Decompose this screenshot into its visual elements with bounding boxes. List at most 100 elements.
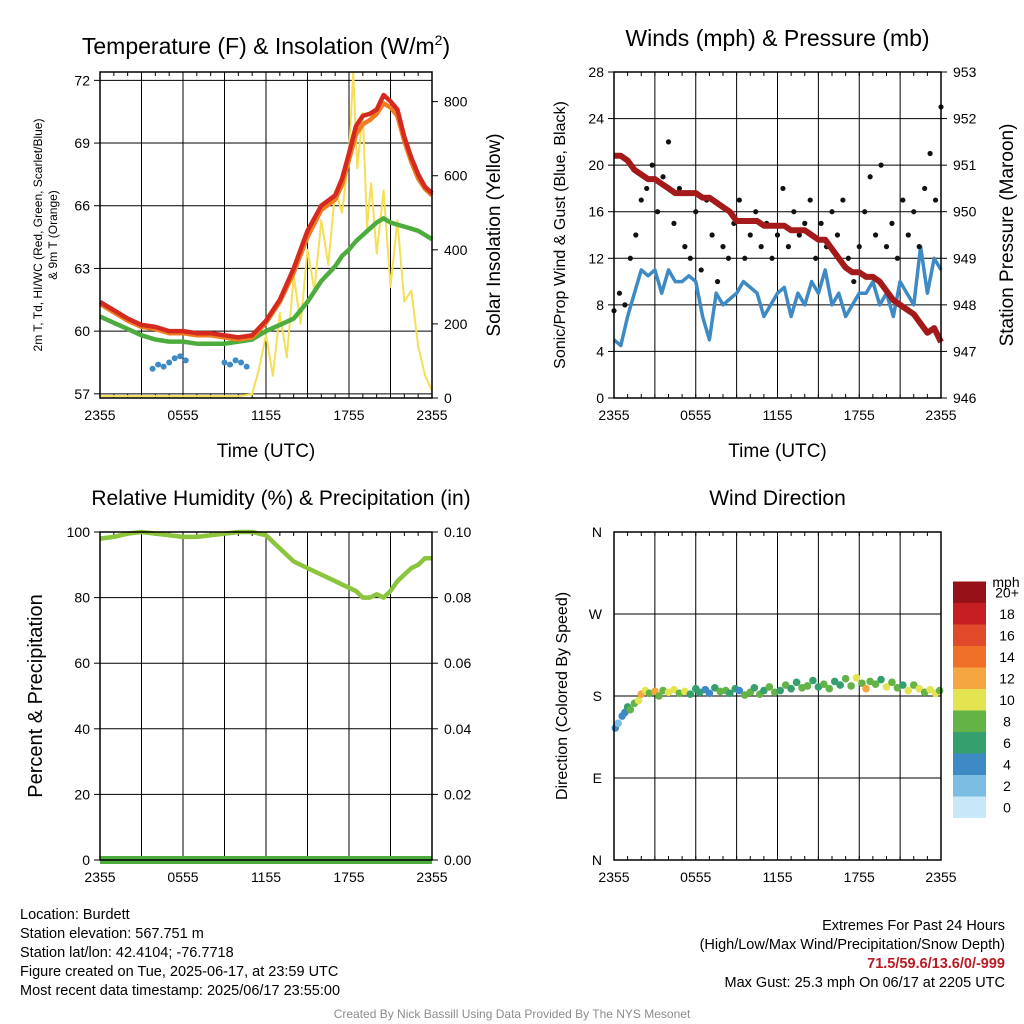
direction-point: [776, 686, 785, 695]
gust-point: [742, 255, 748, 261]
gust-point: [665, 139, 672, 145]
gust-point: [851, 278, 857, 285]
direction-point: [935, 686, 944, 695]
y2-tick-label: 950: [953, 204, 977, 220]
chart-title: Winds (mph) & Pressure (mb): [625, 25, 929, 51]
gust-point: [796, 232, 802, 238]
y-tick-label: 60: [74, 323, 90, 339]
direction-point: [871, 680, 880, 688]
x-tick-label: 2355: [925, 407, 956, 423]
y-tick-label: 20: [588, 157, 604, 173]
x-tick-label: 2355: [416, 869, 447, 885]
dewpoint-line: [99, 216, 434, 346]
gust-point: [774, 232, 781, 238]
gust-point: [829, 209, 835, 215]
max-gust: Max Gust: 25.3 mph On 06/17 at 2205 UTC: [724, 975, 1005, 991]
y-axis-label: 2m T, Td, HI/WC (Red, Green, Scarlet/Blu…: [31, 119, 45, 352]
insolation-line: [100, 71, 433, 398]
y-tick-label: 20: [74, 786, 90, 802]
station-info: Location: Burdett Station elevation: 567…: [20, 906, 340, 1001]
y-tick-label: N: [592, 524, 602, 540]
temperature-chart: 2355 0555 1155 1755 2355 57 60 63 66 69 72 0 200 400 6…: [31, 32, 505, 462]
direction-point: [926, 685, 934, 694]
direction-point: [830, 677, 839, 686]
y2-tick-label: 200: [444, 316, 468, 332]
y2-tick-label: 949: [953, 250, 977, 266]
gust-point: [813, 255, 819, 261]
y-tick-label: 63: [74, 260, 90, 276]
humidity-precip-chart: 2355 0555 1155 1755 23550204060801000.000.02…: [25, 487, 471, 885]
windchill-point: [160, 363, 167, 370]
gust-point: [676, 185, 683, 192]
gust-point: [638, 197, 644, 203]
gust-point: [900, 197, 906, 203]
legend-swatch: [953, 753, 986, 775]
direction-point: [670, 685, 678, 694]
gust-point: [927, 150, 933, 157]
y2-tick-label: 0.04: [444, 721, 471, 737]
gust-point: [878, 162, 884, 168]
y-tick-label: 24: [588, 111, 604, 127]
y2-tick-label: 952: [953, 111, 977, 127]
gust-point: [616, 290, 623, 296]
direction-point: [888, 678, 896, 687]
legend-swatch: [953, 775, 986, 797]
windchill-point: [177, 353, 184, 360]
gust-point: [714, 278, 721, 285]
y-tick-label: 40: [74, 721, 90, 737]
legend-swatch: [953, 624, 986, 646]
title-superscript: 2: [435, 32, 443, 48]
gust-point: [840, 197, 846, 203]
y-tick-label: W: [589, 606, 603, 622]
gust-point: [682, 244, 688, 250]
y-tick-label: 69: [74, 135, 90, 151]
direction-point: [735, 686, 744, 695]
legend-label: 4: [1003, 756, 1011, 772]
direction-point: [634, 696, 643, 705]
gust-point: [769, 255, 775, 261]
direction-point: [858, 679, 866, 688]
direction-point: [711, 684, 719, 692]
windchill-point: [171, 355, 178, 362]
title-close: ): [442, 33, 450, 59]
legend-swatch: [953, 603, 986, 625]
y-tick-label: 72: [74, 72, 90, 88]
gust-point: [862, 209, 868, 215]
y2-tick-label: 0.10: [444, 524, 471, 540]
legend-label: 12: [999, 670, 1015, 686]
gust-point: [807, 197, 813, 203]
y-tick-label: 12: [588, 250, 604, 266]
direction-point: [809, 676, 817, 685]
gust-point: [725, 255, 732, 261]
gust-point: [753, 209, 759, 215]
direction-point: [792, 678, 801, 687]
extremes-legend: (High/Low/Max Wind/Precipitation/Snow De…: [699, 937, 1005, 953]
windchill-point: [243, 363, 250, 370]
direction-point: [909, 681, 918, 689]
x-tick-label: 1155: [762, 407, 792, 423]
gust-point: [867, 174, 873, 180]
y-tick-label: 16: [588, 204, 604, 220]
gust-point: [780, 185, 786, 192]
y-tick-label: 60: [74, 655, 90, 671]
x-tick-label: 1755: [333, 869, 364, 885]
x-tick-label: 2355: [416, 407, 447, 423]
y-axis-label: Percent & Precipitation: [25, 594, 47, 797]
direction-point: [825, 684, 834, 693]
gust-point: [905, 232, 911, 238]
direction-point: [705, 689, 714, 698]
gust-point: [633, 232, 639, 238]
gust-point: [671, 220, 677, 226]
gust-point: [622, 302, 628, 308]
gust-point: [709, 232, 715, 238]
legend-label: 2: [1003, 778, 1011, 794]
windchill-point: [232, 357, 239, 364]
direction-point: [781, 681, 790, 689]
x-tick-label: 2355: [84, 869, 115, 885]
legend-title: mph: [992, 574, 1019, 590]
direction-point: [626, 705, 635, 714]
y-axis-label: Sonic/Prop Wind & Gust (Blue, Black): [552, 101, 569, 369]
legend-label: 6: [1003, 735, 1011, 751]
gust-point: [687, 255, 693, 261]
